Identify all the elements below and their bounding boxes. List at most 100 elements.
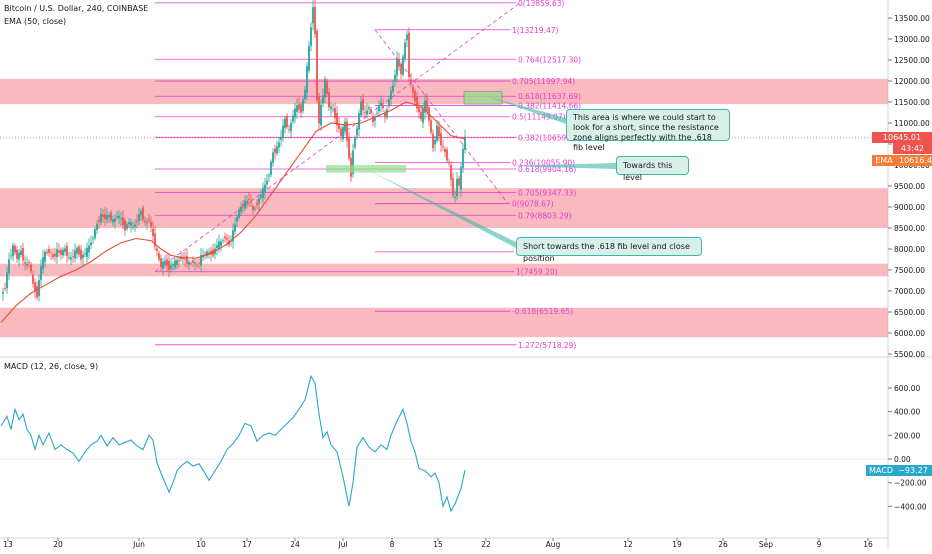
price-axis-label: 6500.00 [894,308,925,317]
candle-body [110,212,112,221]
candle-body [284,118,286,128]
fib-level-label: 0.705(9347.33) [518,188,576,197]
resistance-callout[interactable]: This area is where we could start to loo… [566,109,730,152]
price-axis-label: 6000.00 [894,329,925,338]
short-callout-pointer [368,170,516,248]
candle-body [416,96,418,109]
candle-body [18,252,20,260]
candle-body [244,200,246,209]
fib-level-label: 0.764(12517.30) [518,55,581,64]
candle-body [334,108,336,119]
candle-body [30,264,32,272]
candle-body [456,178,458,197]
macd-line [0,374,466,513]
candle-body [144,220,146,222]
candle-body [216,245,218,249]
candle-body [280,136,282,140]
candle-body [178,260,180,261]
candle-body [374,118,376,121]
candle-body [392,85,394,92]
time-axis-label: 26 [718,540,728,549]
resistance-zone [0,78,888,105]
candle-body [168,260,170,271]
price-axis-label: 7000.00 [894,287,925,296]
candle-body [366,110,368,115]
candle-body [170,265,172,269]
candle-body [194,262,196,264]
candle-body [308,46,310,71]
fib-level-label: 0.236(10055.90) [512,159,575,168]
ema-value-badge: 10616.43 [896,155,932,166]
candle-body [432,133,434,149]
candle-body [40,266,42,280]
fib-level-label: 0(9078.67) [512,200,554,209]
level-callout[interactable]: Towards this level [616,156,689,182]
time-axis-label: 19 [672,540,682,549]
candle-body [150,221,152,227]
candle-body [138,214,140,222]
candle-body [12,245,14,257]
candle-body [36,286,38,298]
candle-body [14,246,16,253]
candle-body [176,260,178,265]
candle-body [276,146,278,154]
time-axis-label: 17 [242,540,252,549]
candle-body [50,252,52,254]
candle-body [298,103,300,110]
macd-indicator-label: MACD (12, 26, close, 9) [4,362,99,371]
candle-body [174,260,176,268]
candle-body [164,260,166,266]
candle-body [434,139,436,145]
candle-body [122,217,124,226]
fib-level-label: 0.5(11149.07) [512,113,566,122]
fib-level-label: 1(7459.20) [516,268,558,277]
candle-body [318,97,320,124]
short-callout[interactable]: Short towards the .618 fib level and clo… [516,237,702,263]
candle-body [246,200,248,203]
candle-body [448,162,450,164]
candle-body [232,230,234,242]
candle-body [68,257,70,259]
candle-body [46,251,48,254]
candle-body [398,59,400,67]
candle-body [158,253,160,260]
candle-body [256,203,258,206]
candle-body [220,241,222,247]
fib-level-label: 0(13859.63) [518,0,564,8]
candle-body [348,136,350,159]
candle-body [126,224,128,229]
macd-axis-label: 200.00 [894,431,920,440]
time-axis-label: Jun [132,540,145,549]
candle-body [328,92,330,108]
candle-body [130,222,132,226]
candle-body [288,128,290,130]
candle-body [264,184,266,193]
price-axis-label: 11000.00 [894,119,930,128]
time-axis-label: Sep [759,540,773,549]
time-axis-label: 8 [390,540,395,549]
candle-body [450,165,452,180]
candle-body [258,198,260,204]
candle-body [44,251,46,262]
candle-body [238,209,240,218]
candle-body [404,42,406,59]
candle-body [72,255,74,257]
candle-body [360,101,362,116]
candle-body [120,218,122,220]
candle-body [218,241,220,249]
price-axis-label: 8500.00 [894,224,925,233]
time-axis-label: 24 [290,540,300,549]
candle-body [166,259,168,267]
price-axis-label: 9000.00 [894,203,925,212]
candle-body [384,112,386,118]
candle-body [42,257,44,270]
candle-body [322,95,324,104]
candle-body [86,247,88,257]
candle-body [324,78,326,98]
candle-body [342,127,344,140]
candle-body [88,245,90,253]
candle-body [454,196,456,198]
fib-level-label: 1(13219.47) [512,26,558,35]
